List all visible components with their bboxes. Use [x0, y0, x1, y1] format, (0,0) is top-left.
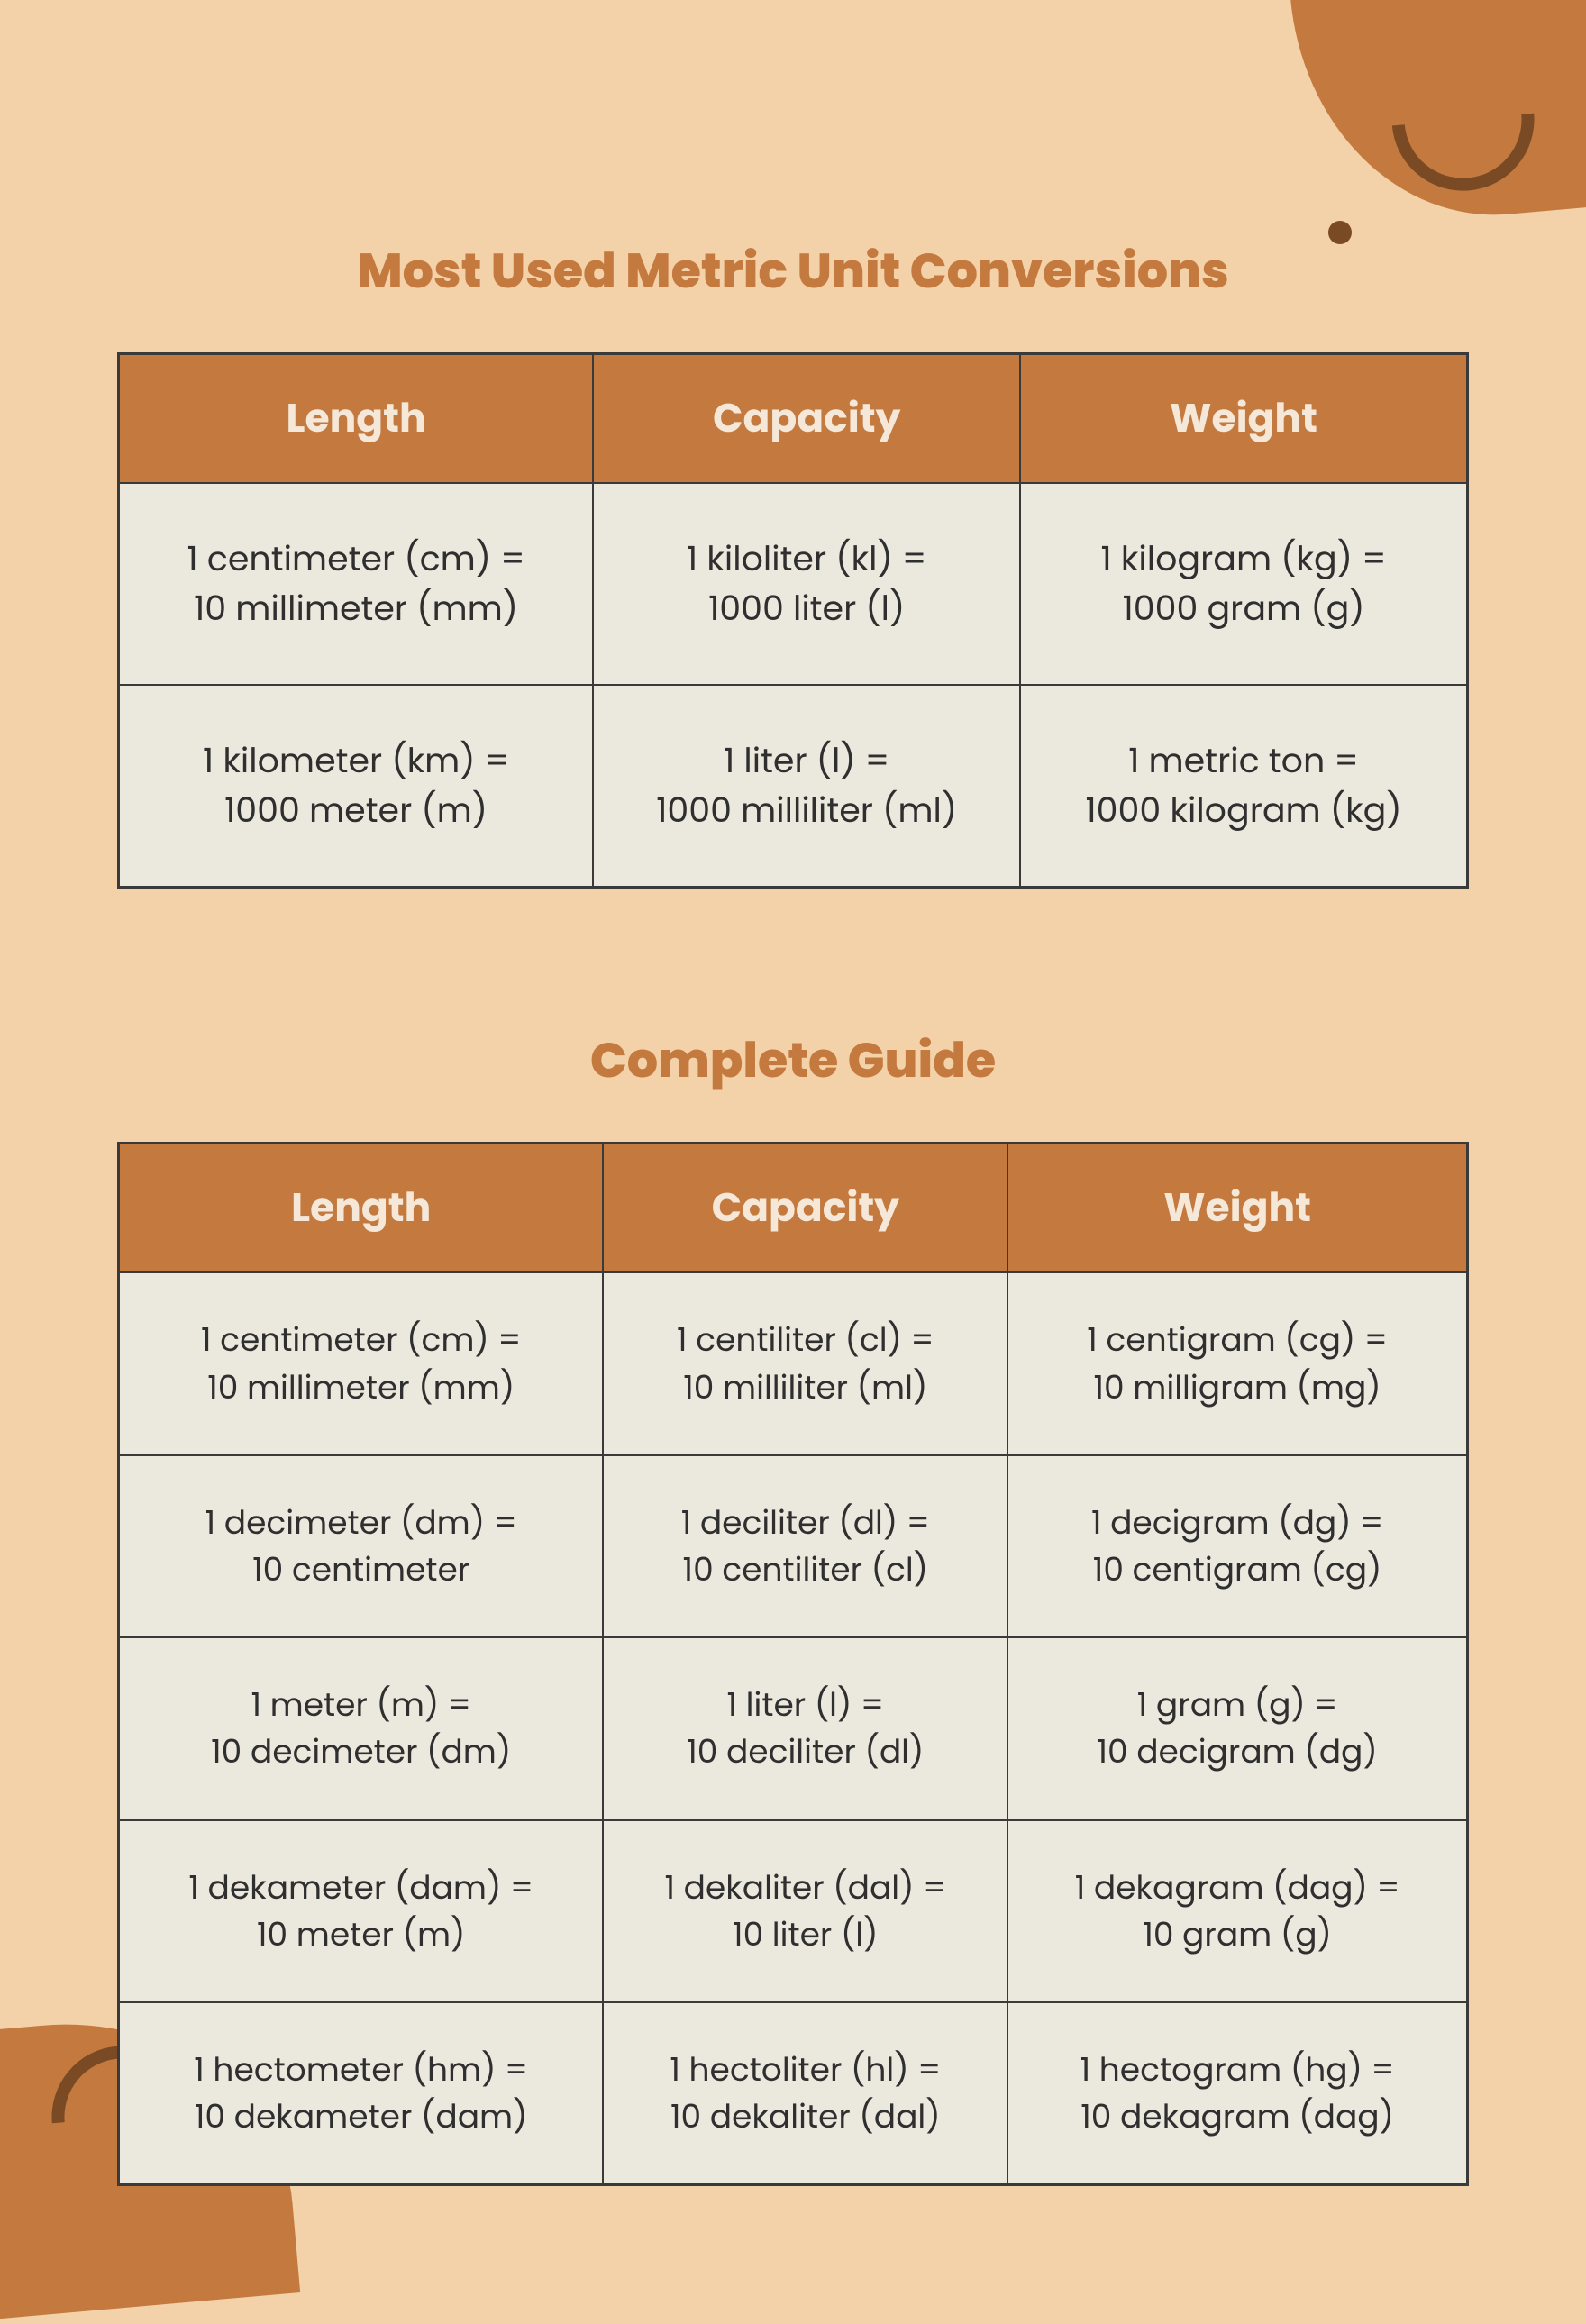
cell-line2: 1000 meter (m): [138, 786, 574, 835]
col-header-weight: Weight: [1007, 1144, 1467, 1273]
cell-line2: 1000 liter (l): [612, 584, 1001, 633]
cell-line2: 10 dekaliter (dal): [622, 2093, 989, 2140]
cell-line1: 1 hectogram (hg) =: [1026, 2046, 1448, 2093]
most-used-conversions-table: Length Capacity Weight 1 centimeter (cm)…: [117, 352, 1469, 889]
section1-title: Most Used Metric Unit Conversions: [117, 234, 1469, 307]
cell-capacity: 1 centiliter (cl) = 10 milliliter (ml): [603, 1272, 1007, 1454]
cell-line1: 1 centiliter (cl) =: [622, 1317, 989, 1363]
section-spacer: [117, 889, 1469, 1024]
cell-weight: 1 centigram (cg) = 10 milligram (mg): [1007, 1272, 1467, 1454]
cell-line1: 1 gram (g) =: [1026, 1681, 1448, 1728]
cell-line1: 1 centimeter (cm) =: [138, 1317, 584, 1363]
cell-length: 1 kilometer (km) = 1000 meter (m): [119, 685, 594, 888]
cell-capacity: 1 liter (l) = 1000 milliliter (ml): [593, 685, 1020, 888]
cell-weight: 1 kilogram (kg) = 1000 gram (g): [1020, 483, 1467, 685]
table-header-row: Length Capacity Weight: [119, 354, 1468, 484]
col-header-weight: Weight: [1020, 354, 1467, 484]
cell-line2: 1000 milliliter (ml): [612, 786, 1001, 835]
cell-line2: 10 deciliter (dl): [622, 1728, 989, 1775]
cell-line1: 1 kilometer (km) =: [138, 736, 574, 786]
cell-line2: 1000 kilogram (kg): [1039, 786, 1448, 835]
cell-line2: 10 gram (g): [1026, 1911, 1448, 1958]
cell-capacity: 1 kiloliter (kl) = 1000 liter (l): [593, 483, 1020, 685]
cell-line1: 1 centigram (cg) =: [1026, 1317, 1448, 1363]
cell-line1: 1 dekameter (dam) =: [138, 1864, 584, 1911]
complete-guide-table: Length Capacity Weight 1 centimeter (cm)…: [117, 1142, 1469, 2186]
cell-line1: 1 dekagram (dag) =: [1026, 1864, 1448, 1911]
cell-capacity: 1 hectoliter (hl) = 10 dekaliter (dal): [603, 2002, 1007, 2185]
cell-line2: 10 meter (m): [138, 1911, 584, 1958]
cell-line2: 10 millimeter (mm): [138, 584, 574, 633]
cell-length: 1 centimeter (cm) = 10 millimeter (mm): [119, 483, 594, 685]
cell-line2: 10 decigram (dg): [1026, 1728, 1448, 1775]
cell-weight: 1 decigram (dg) = 10 centigram (cg): [1007, 1455, 1467, 1637]
col-header-length: Length: [119, 354, 594, 484]
cell-line2: 10 dekagram (dag): [1026, 2093, 1448, 2140]
col-header-capacity: Capacity: [603, 1144, 1007, 1273]
table-row: 1 meter (m) = 10 decimeter (dm) 1 liter …: [119, 1637, 1468, 1819]
cell-capacity: 1 deciliter (dl) = 10 centiliter (cl): [603, 1455, 1007, 1637]
table-row: 1 decimeter (dm) = 10 centimeter 1 decil…: [119, 1455, 1468, 1637]
col-header-length: Length: [119, 1144, 604, 1273]
cell-line1: 1 liter (l) =: [612, 736, 1001, 786]
cell-length: 1 decimeter (dm) = 10 centimeter: [119, 1455, 604, 1637]
table-row: 1 kilometer (km) = 1000 meter (m) 1 lite…: [119, 685, 1468, 888]
table-row: 1 dekameter (dam) = 10 meter (m) 1 dekal…: [119, 1820, 1468, 2002]
cell-length: 1 hectometer (hm) = 10 dekameter (dam): [119, 2002, 604, 2185]
cell-line2: 10 dekameter (dam): [138, 2093, 584, 2140]
cell-line1: 1 decimeter (dm) =: [138, 1499, 584, 1546]
table-row: 1 centimeter (cm) = 10 millimeter (mm) 1…: [119, 483, 1468, 685]
cell-line1: 1 deciliter (dl) =: [622, 1499, 989, 1546]
cell-capacity: 1 dekaliter (dal) = 10 liter (l): [603, 1820, 1007, 2002]
section2-title: Complete Guide: [117, 1024, 1469, 1097]
cell-line2: 10 millimeter (mm): [138, 1364, 584, 1411]
cell-line2: 1000 gram (g): [1039, 584, 1448, 633]
cell-line2: 10 milliliter (ml): [622, 1364, 989, 1411]
table-header-row: Length Capacity Weight: [119, 1144, 1468, 1273]
cell-line1: 1 kiloliter (kl) =: [612, 534, 1001, 584]
cell-line1: 1 liter (l) =: [622, 1681, 989, 1728]
cell-weight: 1 hectogram (hg) = 10 dekagram (dag): [1007, 2002, 1467, 2185]
cell-line1: 1 decigram (dg) =: [1026, 1499, 1448, 1546]
cell-line1: 1 metric ton =: [1039, 736, 1448, 786]
cell-line1: 1 meter (m) =: [138, 1681, 584, 1728]
cell-line2: 10 centigram (cg): [1026, 1546, 1448, 1593]
cell-line1: 1 hectoliter (hl) =: [622, 2046, 989, 2093]
cell-line2: 10 milligram (mg): [1026, 1364, 1448, 1411]
cell-capacity: 1 liter (l) = 10 deciliter (dl): [603, 1637, 1007, 1819]
cell-line1: 1 kilogram (kg) =: [1039, 534, 1448, 584]
cell-line1: 1 hectometer (hm) =: [138, 2046, 584, 2093]
cell-line1: 1 centimeter (cm) =: [138, 534, 574, 584]
cell-length: 1 dekameter (dam) = 10 meter (m): [119, 1820, 604, 2002]
cell-line2: 10 centiliter (cl): [622, 1546, 989, 1593]
cell-length: 1 meter (m) = 10 decimeter (dm): [119, 1637, 604, 1819]
cell-line2: 10 decimeter (dm): [138, 1728, 584, 1775]
page-content: Most Used Metric Unit Conversions Length…: [0, 0, 1586, 2186]
table-row: 1 hectometer (hm) = 10 dekameter (dam) 1…: [119, 2002, 1468, 2185]
cell-weight: 1 dekagram (dag) = 10 gram (g): [1007, 1820, 1467, 2002]
cell-length: 1 centimeter (cm) = 10 millimeter (mm): [119, 1272, 604, 1454]
cell-line1: 1 dekaliter (dal) =: [622, 1864, 989, 1911]
col-header-capacity: Capacity: [593, 354, 1020, 484]
cell-line2: 10 liter (l): [622, 1911, 989, 1958]
cell-weight: 1 gram (g) = 10 decigram (dg): [1007, 1637, 1467, 1819]
table-row: 1 centimeter (cm) = 10 millimeter (mm) 1…: [119, 1272, 1468, 1454]
cell-line2: 10 centimeter: [138, 1546, 584, 1593]
cell-weight: 1 metric ton = 1000 kilogram (kg): [1020, 685, 1467, 888]
